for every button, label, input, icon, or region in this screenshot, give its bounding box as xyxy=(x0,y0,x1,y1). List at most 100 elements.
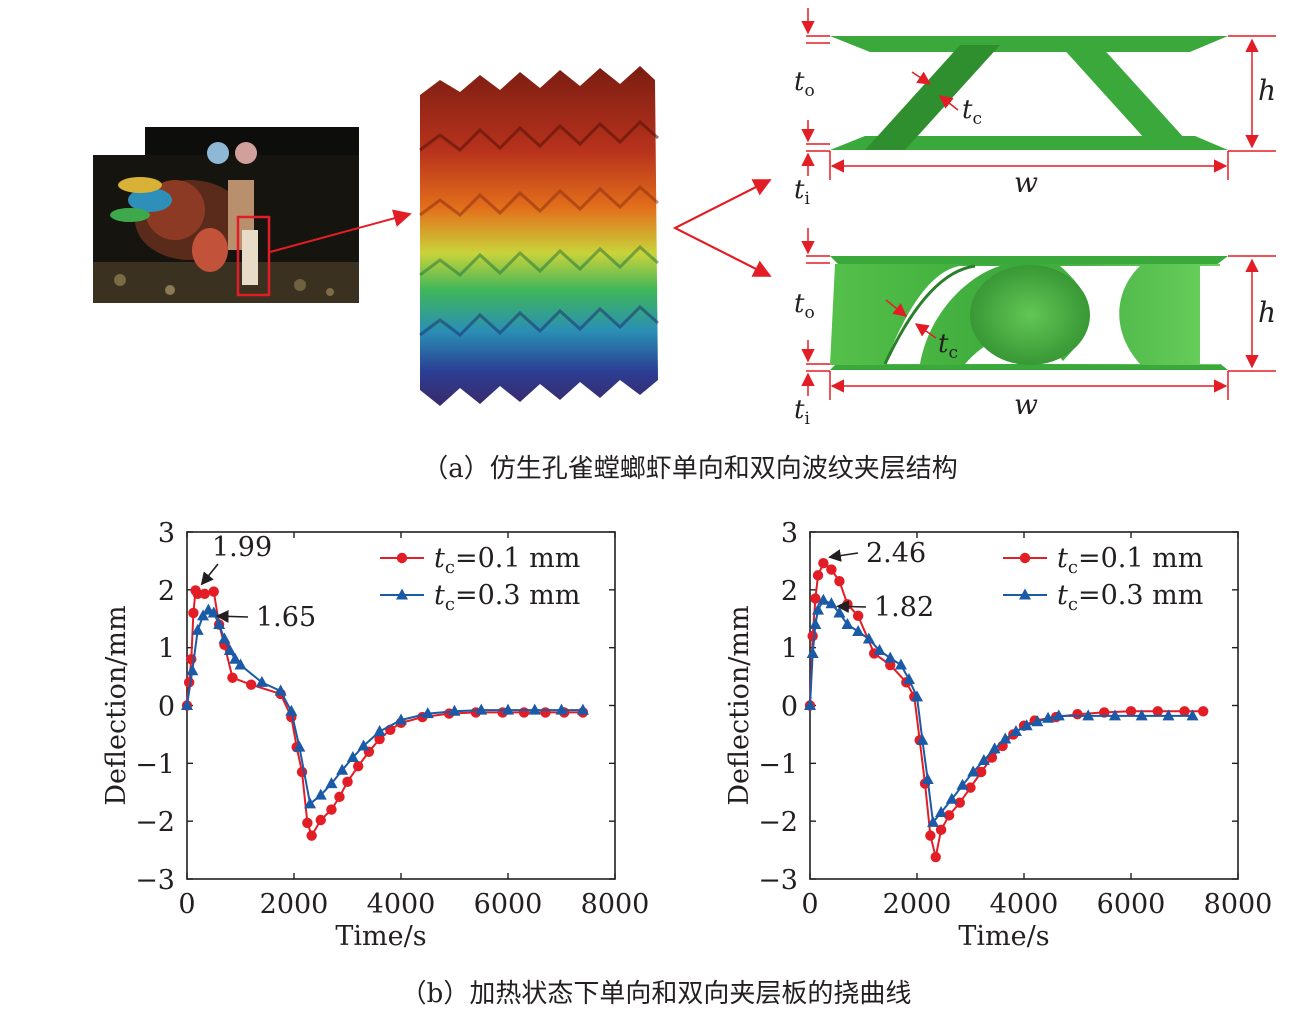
y-tick-label: 0 xyxy=(158,692,175,723)
data-point-s0 xyxy=(976,766,987,778)
data-point-s0 xyxy=(834,575,845,587)
x-tick-label: 2000 xyxy=(260,889,329,920)
data-point-s1 xyxy=(293,740,306,752)
data-point-s0 xyxy=(812,570,824,581)
data-point-s1 xyxy=(1020,719,1033,731)
data-point-s1 xyxy=(945,792,958,804)
arrow-photo-to-structure xyxy=(269,209,412,253)
data-point-s0 xyxy=(842,599,853,610)
y-tick-label: −1 xyxy=(758,749,798,780)
y-axis-label: Deflection/mm xyxy=(724,605,755,805)
y-tick-label: −2 xyxy=(758,807,798,838)
legend-label-1: tc=0.3 mm xyxy=(434,580,580,615)
data-point-s1 xyxy=(884,651,897,663)
data-point-s1 xyxy=(977,753,990,765)
data-point-s1 xyxy=(911,690,923,702)
data-point-s0 xyxy=(1152,706,1163,717)
x-tick-label: 8000 xyxy=(1204,889,1273,920)
legend-marker-0 xyxy=(396,552,408,564)
y-tick-label: 3 xyxy=(781,518,798,549)
annotation-arrow-0 xyxy=(200,563,219,586)
data-point-s0 xyxy=(353,761,364,772)
data-point-s1 xyxy=(806,646,819,658)
y-axis-label: Deflection/mm xyxy=(101,605,132,805)
arrow-split xyxy=(672,179,771,277)
data-point-s1 xyxy=(804,699,816,710)
data-point-s1 xyxy=(809,618,822,630)
data-point-s0 xyxy=(302,817,313,829)
label-to-top: to xyxy=(794,67,815,101)
data-point-s1 xyxy=(1108,709,1121,721)
label-w-top: w xyxy=(1014,166,1038,199)
caption-a: （a）仿生孔雀螳螂虾单向和双向波纹夹层结构 xyxy=(422,454,958,484)
data-point-s1 xyxy=(448,704,461,716)
data-point-s1 xyxy=(1009,725,1022,737)
data-point-s1 xyxy=(346,751,359,763)
y-tick-label: 2 xyxy=(781,576,798,607)
data-point-s0 xyxy=(925,830,936,841)
data-point-s0 xyxy=(965,782,976,793)
mantis-shrimp-photo xyxy=(93,127,359,303)
legend-label-0: tc=0.1 mm xyxy=(1057,543,1203,578)
data-point-s0 xyxy=(935,824,947,836)
data-point-s1 xyxy=(421,707,434,719)
data-point-s0 xyxy=(1072,708,1083,720)
x-tick-label: 0 xyxy=(178,889,195,920)
legend-label-0: tc=0.1 mm xyxy=(434,543,580,578)
panel-b: 0 2000 4000 6000 8000 3 2 1 0 −1 −2 −3 Time/s Deflect… xyxy=(101,518,1272,1009)
data-point-s0 xyxy=(852,610,864,622)
dimension-labels: to tc ti h w to tc ti h w xyxy=(794,67,1276,429)
data-point-s1 xyxy=(229,652,242,664)
label-h-bottom: h xyxy=(1258,296,1276,329)
data-point-s1 xyxy=(988,742,1001,754)
chart-bidirectional: 0 2000 4000 6000 8000 3 2 1 0 −1 −2 −3 Time/s Deflect… xyxy=(724,518,1272,952)
label-w-bottom: w xyxy=(1014,388,1038,421)
legend-marker-1 xyxy=(396,588,408,600)
data-point-s0 xyxy=(810,593,821,604)
data-point-s0 xyxy=(1125,706,1137,717)
data-point-s1 xyxy=(255,675,268,687)
data-point-s1 xyxy=(825,597,838,609)
y-tick-label: 2 xyxy=(158,576,175,607)
data-point-s0 xyxy=(334,791,345,803)
legend-label-1: tc=0.3 mm xyxy=(1057,580,1203,615)
data-point-s0 xyxy=(818,558,829,569)
data-point-s1 xyxy=(555,703,568,715)
x-tick-label: 4000 xyxy=(367,889,436,920)
data-point-s0 xyxy=(518,707,530,718)
data-point-s1 xyxy=(921,773,934,785)
label-tc-bottom: tc xyxy=(938,329,958,363)
data-point-s1 xyxy=(956,778,969,790)
data-point-s1 xyxy=(999,732,1012,744)
data-point-s1 xyxy=(812,603,825,615)
data-point-s0 xyxy=(246,679,257,690)
label-h-top: h xyxy=(1258,74,1276,107)
data-point-s0 xyxy=(540,707,551,718)
y-tick-label: −3 xyxy=(758,865,798,896)
data-point-s1 xyxy=(927,815,940,827)
y-tick-label: 3 xyxy=(158,518,175,549)
data-point-s1 xyxy=(1135,709,1148,721)
data-point-s1 xyxy=(357,739,370,751)
data-point-s0 xyxy=(342,776,353,788)
data-point-s1 xyxy=(274,684,287,696)
data-point-s1 xyxy=(191,623,204,635)
data-point-s1 xyxy=(841,618,854,630)
arrow-to-bidirectional xyxy=(674,227,772,277)
data-point-s1 xyxy=(186,664,199,676)
data-point-s1 xyxy=(502,703,514,715)
annotation-arrow-1 xyxy=(215,610,249,623)
data-point-s1 xyxy=(325,777,338,789)
x-tick-label: 4000 xyxy=(990,889,1059,920)
panel-a: to tc ti h w to tc ti h w （a）仿生孔雀螳螂虾单向和双… xyxy=(93,8,1276,484)
data-point-s0 xyxy=(954,797,965,808)
corrugated-structure-render xyxy=(419,66,659,406)
data-point-s1 xyxy=(1186,709,1199,721)
label-to-bottom: to xyxy=(794,289,815,323)
data-point-s1 xyxy=(1031,715,1044,727)
annotation-arrow-1 xyxy=(836,600,867,613)
data-point-s1 xyxy=(336,763,349,775)
data-point-s1 xyxy=(935,805,948,817)
data-point-s1 xyxy=(234,658,247,670)
